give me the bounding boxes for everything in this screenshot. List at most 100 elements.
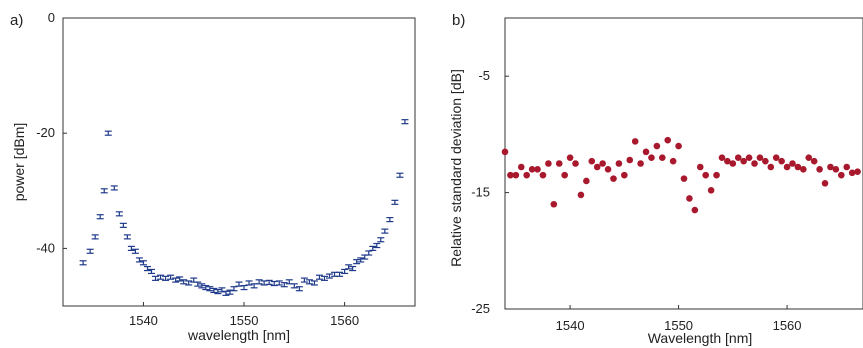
scatter-point — [523, 172, 530, 179]
scatter-point — [681, 175, 688, 182]
errorbar-point — [401, 120, 408, 124]
scatter-point — [854, 168, 861, 175]
x-tick-label-a: 1550 — [230, 313, 259, 328]
scatter-point — [849, 170, 856, 177]
scatter-point — [730, 160, 737, 167]
scatter-point — [545, 160, 552, 167]
errorbar-point — [251, 284, 258, 288]
y-tick-label-b: -5 — [478, 68, 490, 83]
x-tick-label-a: 1560 — [330, 313, 359, 328]
x-tick-label-b: 1540 — [556, 318, 585, 333]
y-tick-label-a: -20 — [36, 125, 55, 140]
scatter-point — [632, 138, 639, 145]
scatter-point — [778, 158, 785, 165]
scatter-point — [583, 178, 590, 185]
y-tick-label-b: -15 — [471, 185, 490, 200]
scatter-point — [735, 154, 742, 161]
errorbar-point — [296, 287, 303, 291]
scatter-point — [621, 172, 628, 179]
x-tick-label-a: 1540 — [129, 313, 158, 328]
errorbar-point — [381, 229, 388, 233]
y-tick-label-a: 0 — [48, 10, 55, 25]
panel-label-b: b) — [452, 12, 465, 29]
data-points-a — [80, 120, 409, 296]
scatter-point — [561, 172, 568, 179]
scatter-point — [773, 154, 780, 161]
errorbar-point — [396, 173, 403, 177]
panel-label-a: a) — [10, 12, 23, 29]
scatter-point — [719, 154, 726, 161]
scatter-point — [670, 158, 677, 165]
errorbar-point — [105, 131, 112, 135]
errorbar-point — [230, 287, 237, 291]
scatter-point — [816, 166, 823, 173]
scatter-point — [762, 158, 769, 165]
scatter-point — [697, 164, 704, 171]
scatter-point — [605, 166, 612, 173]
scatter-point — [648, 154, 655, 161]
errorbar-point — [92, 235, 99, 239]
errorbar-point — [111, 186, 118, 190]
plot-frame-a — [63, 18, 415, 306]
scatter-point — [702, 172, 709, 179]
errorbar-point — [391, 200, 398, 204]
scatter-point — [534, 166, 541, 173]
errorbar-point — [361, 255, 368, 259]
scatter-point — [800, 166, 807, 173]
errorbar-point — [241, 286, 248, 290]
scatter-point — [784, 164, 791, 171]
scatter-point — [540, 172, 547, 179]
scatter-point — [637, 160, 644, 167]
scatter-point — [692, 207, 699, 214]
y-axis-label-b: Relative standard deviation [dB] — [448, 69, 464, 267]
errorbar-point — [386, 218, 393, 222]
errorbar-point — [311, 281, 318, 285]
data-points-b — [502, 137, 861, 213]
scatter-point — [513, 172, 520, 179]
y-tick-label-a: -40 — [36, 240, 55, 255]
x-axis-label-a: wavelength [nm] — [187, 327, 290, 343]
scatter-point — [578, 192, 585, 199]
errorbar-point — [341, 269, 348, 273]
scatter-point — [751, 160, 758, 167]
scatter-point — [599, 160, 606, 167]
panel-a: a) wavelength [nm] power [dBm] 1540 1550 1… — [10, 10, 415, 343]
scatter-point — [675, 143, 682, 150]
scatter-point — [713, 172, 720, 179]
scatter-point — [811, 158, 818, 165]
scatter-point — [789, 160, 796, 167]
errorbar-point — [101, 189, 108, 193]
scatter-point — [659, 154, 666, 161]
errorbar-point — [97, 215, 104, 219]
scatter-point — [686, 195, 693, 202]
y-tick-label-b: -25 — [471, 301, 490, 316]
errorbar-point — [80, 261, 87, 265]
scatter-point — [654, 143, 661, 150]
errorbar-point — [140, 261, 147, 265]
scatter-point — [838, 172, 845, 179]
errorbar-point — [373, 244, 380, 248]
y-ticks-b: -5 -15 -25 — [471, 68, 509, 316]
scatter-point — [610, 175, 617, 182]
scatter-point — [551, 201, 558, 208]
panel-b: b) Wavelength [nm] Relative standard dev… — [448, 12, 863, 346]
errorbar-point — [190, 278, 197, 282]
scatter-point — [643, 149, 650, 156]
scatter-point — [518, 164, 525, 171]
scatter-point — [757, 154, 764, 161]
scatter-point — [843, 164, 850, 171]
x-tick-label-b: 1560 — [773, 318, 802, 333]
scatter-point — [805, 154, 812, 161]
y-axis-label-a: power [dBm] — [11, 123, 27, 202]
scatter-point — [616, 160, 623, 167]
scatter-point — [572, 160, 579, 167]
errorbar-point — [148, 269, 155, 273]
errorbar-point — [286, 280, 293, 284]
scatter-point — [767, 164, 774, 171]
scatter-point — [822, 180, 829, 187]
errorbar-point — [116, 212, 123, 216]
scatter-point — [567, 154, 574, 161]
scatter-point — [502, 149, 509, 156]
errorbar-point — [377, 238, 384, 242]
